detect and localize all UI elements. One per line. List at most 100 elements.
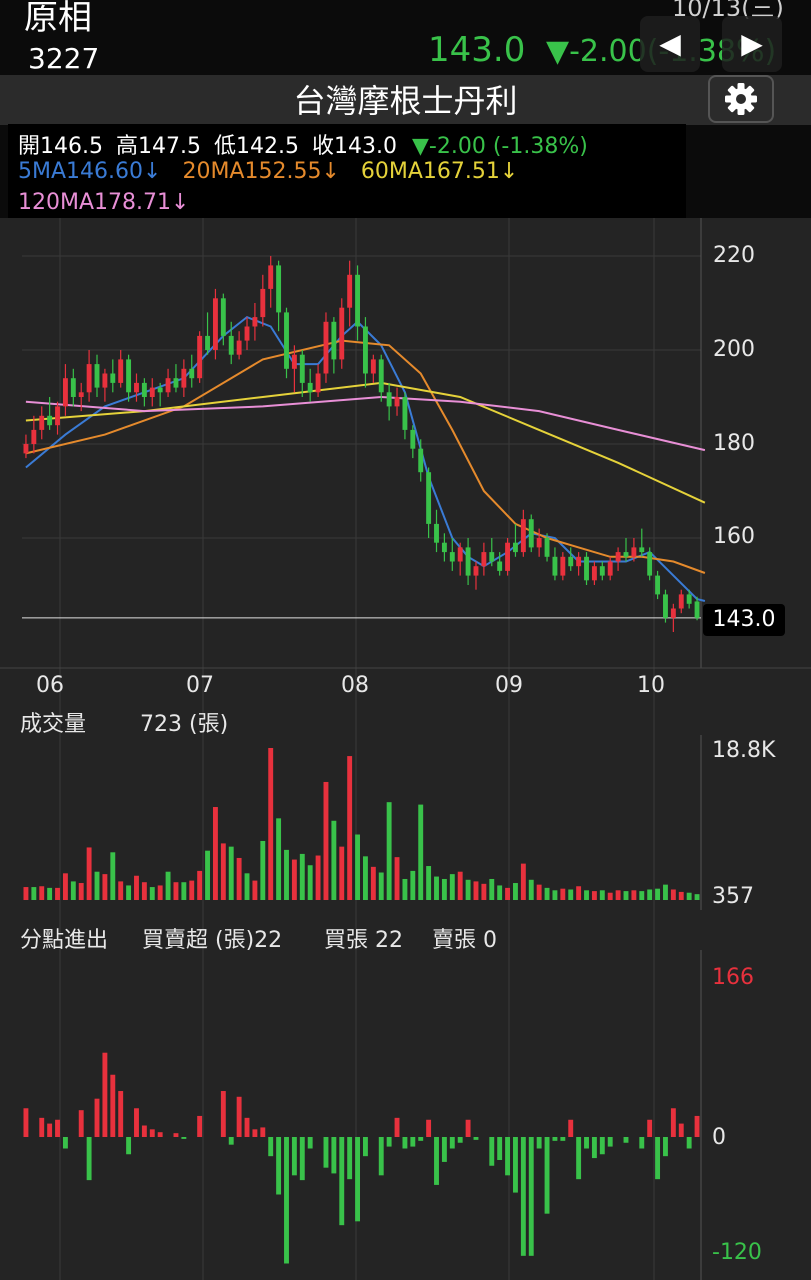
next-stock-button[interactable]: ▶ <box>722 16 782 72</box>
ma120-legend: 120MA178.71↓ <box>18 190 190 215</box>
candle-body <box>607 561 613 576</box>
volume-bar <box>181 882 187 900</box>
broker-bar <box>276 1137 282 1195</box>
volume-bar <box>505 887 511 900</box>
volume-bar <box>70 881 76 900</box>
candle-body <box>363 326 368 374</box>
candle-body <box>260 288 266 318</box>
x-tick-label: 10 <box>637 673 665 698</box>
candle-body <box>205 335 210 350</box>
broker-bar <box>126 1137 132 1155</box>
volume-bar <box>497 885 503 900</box>
volume-bar <box>441 878 447 900</box>
volume-value: 723 (張) <box>140 712 229 737</box>
high-value: 147.5 <box>138 134 201 159</box>
settings-button[interactable] <box>708 75 774 123</box>
volume-bar <box>363 856 368 900</box>
broker-bar <box>591 1137 597 1159</box>
candle-body <box>528 519 534 548</box>
candle-body <box>94 364 100 388</box>
volume-bar <box>236 857 242 900</box>
candle-body <box>655 575 661 595</box>
volume-bar <box>141 882 147 900</box>
broker-bar <box>568 1119 574 1137</box>
candle-body <box>86 364 92 393</box>
broker-bar <box>39 1117 45 1137</box>
volume-bar <box>386 802 392 900</box>
broker-bar <box>560 1137 566 1141</box>
volume-bar <box>394 857 400 900</box>
title-bar <box>0 75 811 125</box>
volume-bar <box>149 887 155 900</box>
volume-bar <box>291 859 297 900</box>
stock-code: 3227 <box>28 42 100 75</box>
volume-bar <box>513 883 518 900</box>
volume-bar <box>599 890 605 900</box>
volume-bar <box>268 748 274 900</box>
broker-bar <box>513 1137 518 1193</box>
volume-bar <box>694 894 700 900</box>
volume-bar <box>110 852 116 900</box>
broker-buy-label: 買張 22 <box>324 928 403 953</box>
volume-bar <box>189 880 195 900</box>
prev-stock-button[interactable]: ◀ <box>640 16 700 72</box>
broker-bar <box>339 1137 345 1226</box>
volume-bar <box>457 871 463 900</box>
x-tick-label: 08 <box>341 673 369 698</box>
candle-body <box>576 556 582 567</box>
candle-body <box>434 523 439 543</box>
volume-bar <box>134 875 139 900</box>
volume-bar <box>678 891 684 900</box>
volume-bar <box>426 866 432 900</box>
broker-bar <box>268 1137 274 1157</box>
broker-bar <box>505 1137 511 1176</box>
volume-bar <box>434 876 439 900</box>
x-tick-label: 09 <box>495 673 523 698</box>
candle-body <box>212 298 218 350</box>
candle-body <box>536 538 542 548</box>
broker-bar <box>402 1137 408 1149</box>
broker-bar <box>686 1137 692 1149</box>
broker-bar <box>331 1137 337 1174</box>
open-value: 146.5 <box>40 134 103 159</box>
broker-bar <box>23 1108 29 1137</box>
volume-bar <box>378 872 384 900</box>
triangle-left-icon: ◀ <box>659 27 681 60</box>
volume-bar <box>647 889 653 900</box>
candle-body <box>441 542 447 553</box>
broker-zero-label: 0 <box>712 1125 726 1150</box>
broker-bar <box>378 1137 384 1176</box>
ohlc-info-box: 開146.5 高147.5 低142.5 收143.0 ▼-2.00 (-1.3… <box>8 124 686 218</box>
candle-body <box>181 368 187 388</box>
candle-body <box>647 552 653 576</box>
candle-body <box>149 387 155 397</box>
volume-bar <box>355 834 360 900</box>
y-tick-label: 200 <box>713 337 755 362</box>
candle-body <box>631 547 637 557</box>
candle-body <box>331 321 337 360</box>
volume-bar <box>607 892 613 900</box>
broker-bar <box>655 1137 661 1180</box>
volume-bar <box>473 881 479 900</box>
candle-body <box>55 406 60 426</box>
candle-body <box>276 265 282 313</box>
volume-bar <box>244 873 250 900</box>
candle-body <box>449 552 455 562</box>
volume-bar <box>560 888 566 900</box>
volume-bar <box>299 853 305 900</box>
candle-body <box>560 556 566 576</box>
volume-bar <box>315 855 321 900</box>
candle-body <box>513 542 518 553</box>
candle-body <box>31 429 37 444</box>
ma-line-5ma <box>25 315 706 602</box>
volume-bar <box>339 846 345 900</box>
volume-bar <box>94 871 100 900</box>
candle-body <box>252 317 258 327</box>
broker-bar <box>55 1119 60 1137</box>
volume-bar <box>260 840 266 900</box>
broker-bar <box>299 1137 305 1181</box>
y-tick-label: 160 <box>713 524 755 549</box>
broker-bar <box>434 1137 439 1185</box>
broker-bar <box>110 1074 116 1137</box>
broker-bar <box>623 1137 629 1143</box>
